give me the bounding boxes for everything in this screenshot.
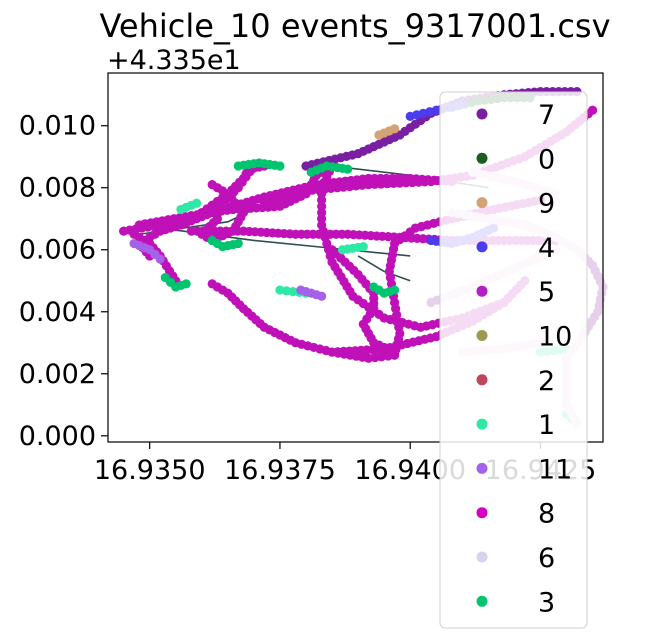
y-offset-label: +4.335e1 bbox=[107, 45, 241, 76]
chart-title: Vehicle_10 events_9317001.csv bbox=[99, 7, 610, 45]
y-tick-label-5: 0.010 bbox=[19, 111, 96, 142]
legend-marker-7 bbox=[476, 108, 488, 120]
legend-marker-3 bbox=[476, 595, 488, 607]
legend-marker-11 bbox=[476, 462, 488, 474]
point-series-3 bbox=[389, 285, 400, 295]
point-series-1 bbox=[358, 242, 368, 252]
legend-marker-4 bbox=[476, 241, 488, 253]
legend-marker-9 bbox=[476, 197, 488, 209]
legend-marker-8 bbox=[476, 507, 488, 519]
legend-box bbox=[439, 91, 588, 629]
legend-label-3: 3 bbox=[538, 587, 555, 618]
legend-label-5: 5 bbox=[538, 277, 555, 308]
legend-label-10: 10 bbox=[538, 322, 572, 353]
legend-label-2: 2 bbox=[538, 366, 555, 397]
point-series-3 bbox=[233, 238, 243, 249]
point-series-11 bbox=[155, 254, 165, 264]
point-series-3 bbox=[275, 161, 285, 171]
legend-label-0: 0 bbox=[538, 144, 555, 175]
point-series-8 bbox=[212, 214, 223, 224]
point-series-9 bbox=[389, 124, 400, 134]
y-tick-label-3: 0.006 bbox=[19, 235, 96, 266]
legend-marker-10 bbox=[476, 330, 488, 341]
point-series-3 bbox=[343, 164, 353, 174]
y-tick-label-1: 0.002 bbox=[19, 359, 96, 390]
legend-label-1: 1 bbox=[538, 410, 555, 441]
legend-marker-6 bbox=[476, 551, 488, 563]
point-series-1 bbox=[191, 198, 202, 208]
y-tick-label-4: 0.008 bbox=[19, 173, 96, 204]
legend-marker-5 bbox=[476, 285, 488, 297]
legend-marker-0 bbox=[476, 152, 488, 164]
point-series-3 bbox=[181, 279, 191, 289]
legend-label-4: 4 bbox=[538, 233, 555, 264]
y-tick-label-2: 0.004 bbox=[19, 297, 96, 328]
x-tick-label-1: 16.9375 bbox=[224, 455, 336, 486]
point-series-8 bbox=[389, 347, 400, 357]
point-series-11 bbox=[317, 291, 327, 301]
legend-label-11: 11 bbox=[538, 454, 572, 485]
legend-label-9: 9 bbox=[538, 189, 555, 220]
legend-label-8: 8 bbox=[538, 499, 555, 530]
point-series-8 bbox=[587, 105, 598, 115]
x-tick-label-0: 16.9350 bbox=[94, 455, 206, 486]
y-axis: 0.000 0.002 0.004 0.006 0.008 0.010 bbox=[19, 111, 108, 452]
legend-marker-1 bbox=[476, 418, 488, 430]
legend-label-7: 7 bbox=[538, 100, 555, 131]
legend-marker-2 bbox=[476, 374, 488, 386]
y-tick-label-0: 0.000 bbox=[19, 421, 96, 452]
legend-label-6: 6 bbox=[538, 543, 555, 574]
plot-frame bbox=[107, 72, 604, 443]
connector-line-3 bbox=[357, 255, 411, 282]
